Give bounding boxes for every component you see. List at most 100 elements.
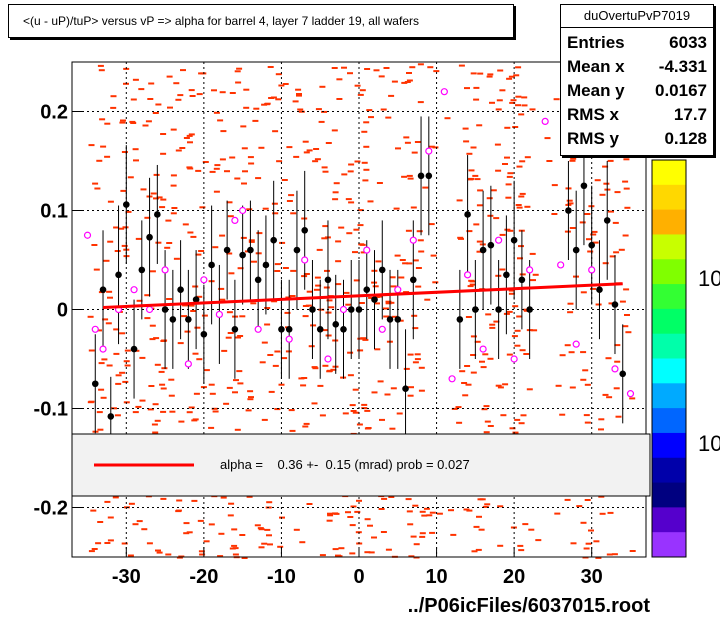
histogram-bin — [448, 509, 454, 512]
histogram-bin — [257, 527, 264, 530]
histogram-bin — [258, 146, 265, 149]
histogram-bin — [98, 362, 105, 365]
histogram-bin — [517, 544, 524, 547]
histogram-bin — [121, 244, 128, 247]
histogram-bin — [161, 339, 168, 342]
histogram-bin — [128, 502, 135, 505]
histogram-bin — [414, 353, 421, 356]
histogram-bin — [248, 240, 255, 243]
histogram-bin — [514, 344, 521, 347]
histogram-bin — [213, 190, 220, 193]
histogram-bin — [590, 233, 597, 236]
stat-key: Mean x — [567, 57, 625, 76]
histogram-bin — [406, 510, 413, 513]
profile-point — [611, 301, 619, 308]
histogram-bin — [326, 369, 333, 372]
histogram-bin — [364, 427, 371, 430]
histogram-bin — [494, 143, 501, 146]
histogram-bin — [614, 191, 621, 194]
histogram-bin — [405, 498, 412, 501]
histogram-bin — [500, 414, 507, 417]
histogram-bin — [213, 167, 220, 170]
profile-point — [223, 246, 231, 254]
histogram-bin — [139, 399, 146, 402]
histogram-bin — [417, 101, 424, 104]
histogram-bin — [321, 166, 328, 169]
histogram-bin — [296, 94, 302, 97]
histogram-bin — [140, 188, 147, 191]
histogram-bin — [186, 411, 193, 414]
histogram-bin — [341, 173, 348, 176]
histogram-bin — [88, 144, 95, 147]
profile-point — [247, 246, 254, 254]
histogram-bin — [358, 243, 365, 246]
histogram-bin — [247, 390, 254, 393]
histogram-bin — [146, 542, 153, 545]
histogram-bin — [165, 219, 172, 222]
histogram-bin — [418, 250, 425, 253]
profile-point — [487, 241, 495, 249]
histogram-bin — [470, 72, 477, 75]
histogram-bin — [106, 364, 113, 367]
histogram-bin — [489, 323, 496, 326]
histogram-bin — [125, 210, 132, 213]
histogram-bin — [319, 85, 326, 88]
histogram-bin — [331, 129, 338, 132]
histogram-bin — [419, 532, 426, 535]
histogram-bin — [407, 523, 414, 526]
histogram-bin — [590, 287, 596, 290]
histogram-bin — [412, 327, 419, 330]
profile-point — [138, 266, 146, 274]
histogram-bin — [173, 82, 180, 85]
profile-point — [340, 326, 347, 333]
x-tick-label: 0 — [353, 566, 364, 588]
histogram-bin — [153, 337, 160, 340]
histogram-bin — [354, 510, 361, 513]
histogram-bin — [103, 259, 110, 262]
histogram-bin — [413, 543, 420, 546]
histogram-bin — [505, 196, 512, 199]
histogram-bin — [302, 425, 309, 428]
histogram-bin — [312, 160, 319, 163]
histogram-bin — [335, 283, 342, 286]
profile-point — [154, 211, 161, 218]
histogram-bin — [183, 522, 190, 525]
histogram-bin — [91, 548, 98, 550]
histogram-bin — [255, 177, 262, 180]
histogram-bin — [532, 273, 539, 276]
histogram-bin — [97, 64, 104, 67]
histogram-bin — [595, 303, 602, 306]
open-point — [394, 286, 402, 294]
histogram-bin — [529, 108, 536, 111]
histogram-bin — [219, 298, 226, 301]
histogram-bin — [160, 133, 167, 135]
profile-point — [580, 182, 588, 190]
histogram-bin — [306, 503, 313, 505]
histogram-bin — [432, 146, 439, 149]
histogram-bin — [104, 155, 111, 158]
profile-point — [402, 385, 409, 393]
histogram-bin — [385, 548, 392, 551]
open-point — [215, 310, 223, 319]
histogram-bin — [356, 499, 362, 502]
histogram-bin — [107, 516, 114, 519]
histogram-bin — [508, 289, 515, 292]
profile-point — [208, 261, 215, 269]
histogram-bin — [378, 508, 385, 510]
histogram-bin — [211, 89, 217, 92]
colorbar-band — [652, 284, 686, 310]
histogram-bin — [423, 507, 430, 510]
histogram-bin — [338, 226, 345, 229]
histogram-bin — [406, 79, 413, 82]
histogram-bin — [240, 125, 247, 128]
histogram-bin — [228, 272, 235, 275]
profile-point — [371, 296, 378, 303]
histogram-bin — [274, 270, 281, 272]
histogram-bin — [363, 121, 370, 124]
histogram-bin — [259, 361, 266, 364]
histogram-bin — [177, 342, 184, 345]
histogram-bin — [345, 511, 351, 514]
histogram-bin — [88, 550, 95, 553]
histogram-bin — [599, 512, 606, 515]
histogram-bin — [477, 189, 484, 192]
